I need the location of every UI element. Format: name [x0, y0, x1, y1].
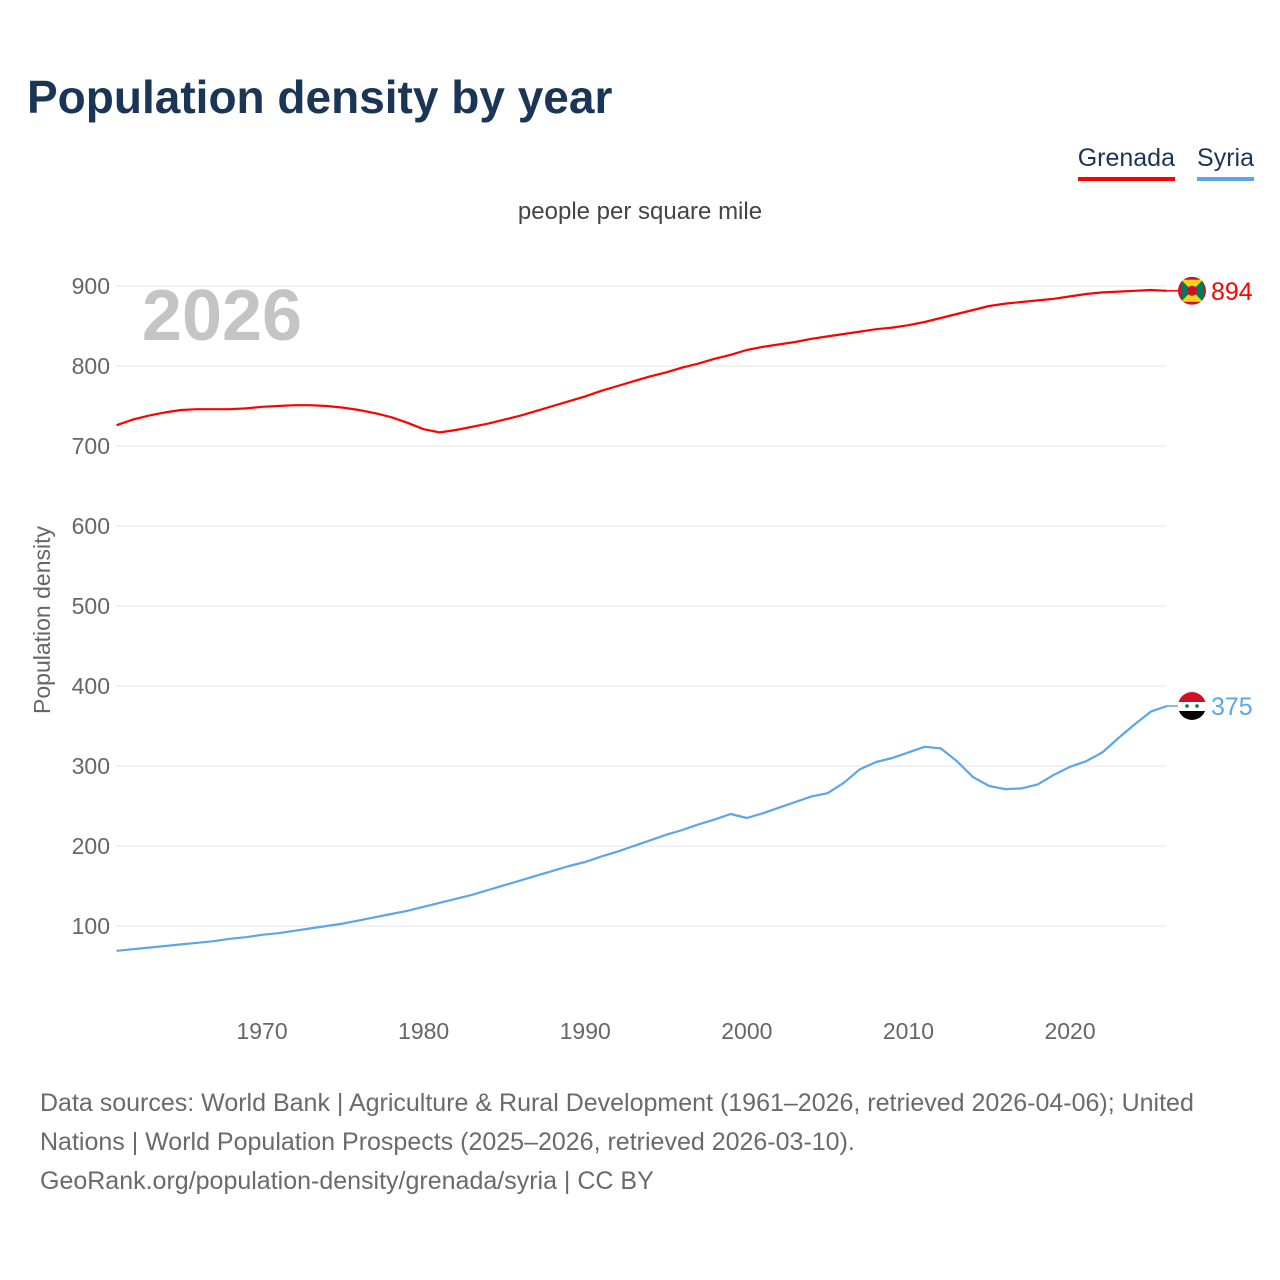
flag-star — [1185, 704, 1189, 708]
chart-subtitle: people per square mile — [517, 198, 763, 225]
series-line-grenada — [116, 288, 1168, 434]
y-tick-label: 300 — [72, 753, 110, 779]
flag-center — [1187, 285, 1197, 296]
y-tick-label: 100 — [72, 913, 110, 939]
legend-syria[interactable]: Syria — [1197, 144, 1254, 181]
legend-grenada[interactable]: Grenada — [1077, 144, 1175, 181]
flag-red — [1178, 692, 1206, 702]
x-tick-label: 1980 — [398, 1018, 449, 1044]
x-tick-label: 2020 — [1044, 1018, 1095, 1044]
y-tick-label: 500 — [72, 593, 110, 619]
x-tick-label: 2010 — [883, 1018, 934, 1044]
y-tick-label: 200 — [72, 833, 110, 859]
data-sources: Data sources: World Bank | Agriculture &… — [40, 1089, 1194, 1156]
y-axis-label: Population density — [29, 526, 55, 714]
x-tick-label: 1970 — [236, 1018, 287, 1044]
flag-star — [1195, 704, 1199, 708]
y-tick-label: 600 — [72, 513, 110, 539]
x-tick-label: 1990 — [560, 1018, 611, 1044]
x-tick-label: 2000 — [721, 1018, 772, 1044]
y-tick-label: 900 — [72, 273, 110, 299]
chart-title: Population density by year — [27, 71, 613, 123]
flag-grenada-icon — [1178, 276, 1206, 305]
source-link[interactable]: GeoRank.org/population-density/grenada/s… — [40, 1167, 654, 1195]
end-value-label: 894 — [1211, 278, 1253, 306]
end-value-label: 375 — [1211, 693, 1253, 721]
line-chart: 2026 Population density 100 200 300 400 500 6… — [29, 273, 1253, 1044]
flag-black — [1178, 711, 1206, 720]
flag-syria-icon — [1178, 692, 1206, 720]
series-line-syria — [116, 704, 1168, 952]
footer: Data sources: World Bank | Agriculture &… — [40, 1084, 1250, 1201]
y-tick-label: 400 — [72, 673, 110, 699]
year-watermark: 2026 — [142, 276, 302, 356]
y-tick-label: 800 — [72, 353, 110, 379]
y-tick-label: 700 — [72, 433, 110, 459]
flag-white — [1178, 702, 1206, 711]
